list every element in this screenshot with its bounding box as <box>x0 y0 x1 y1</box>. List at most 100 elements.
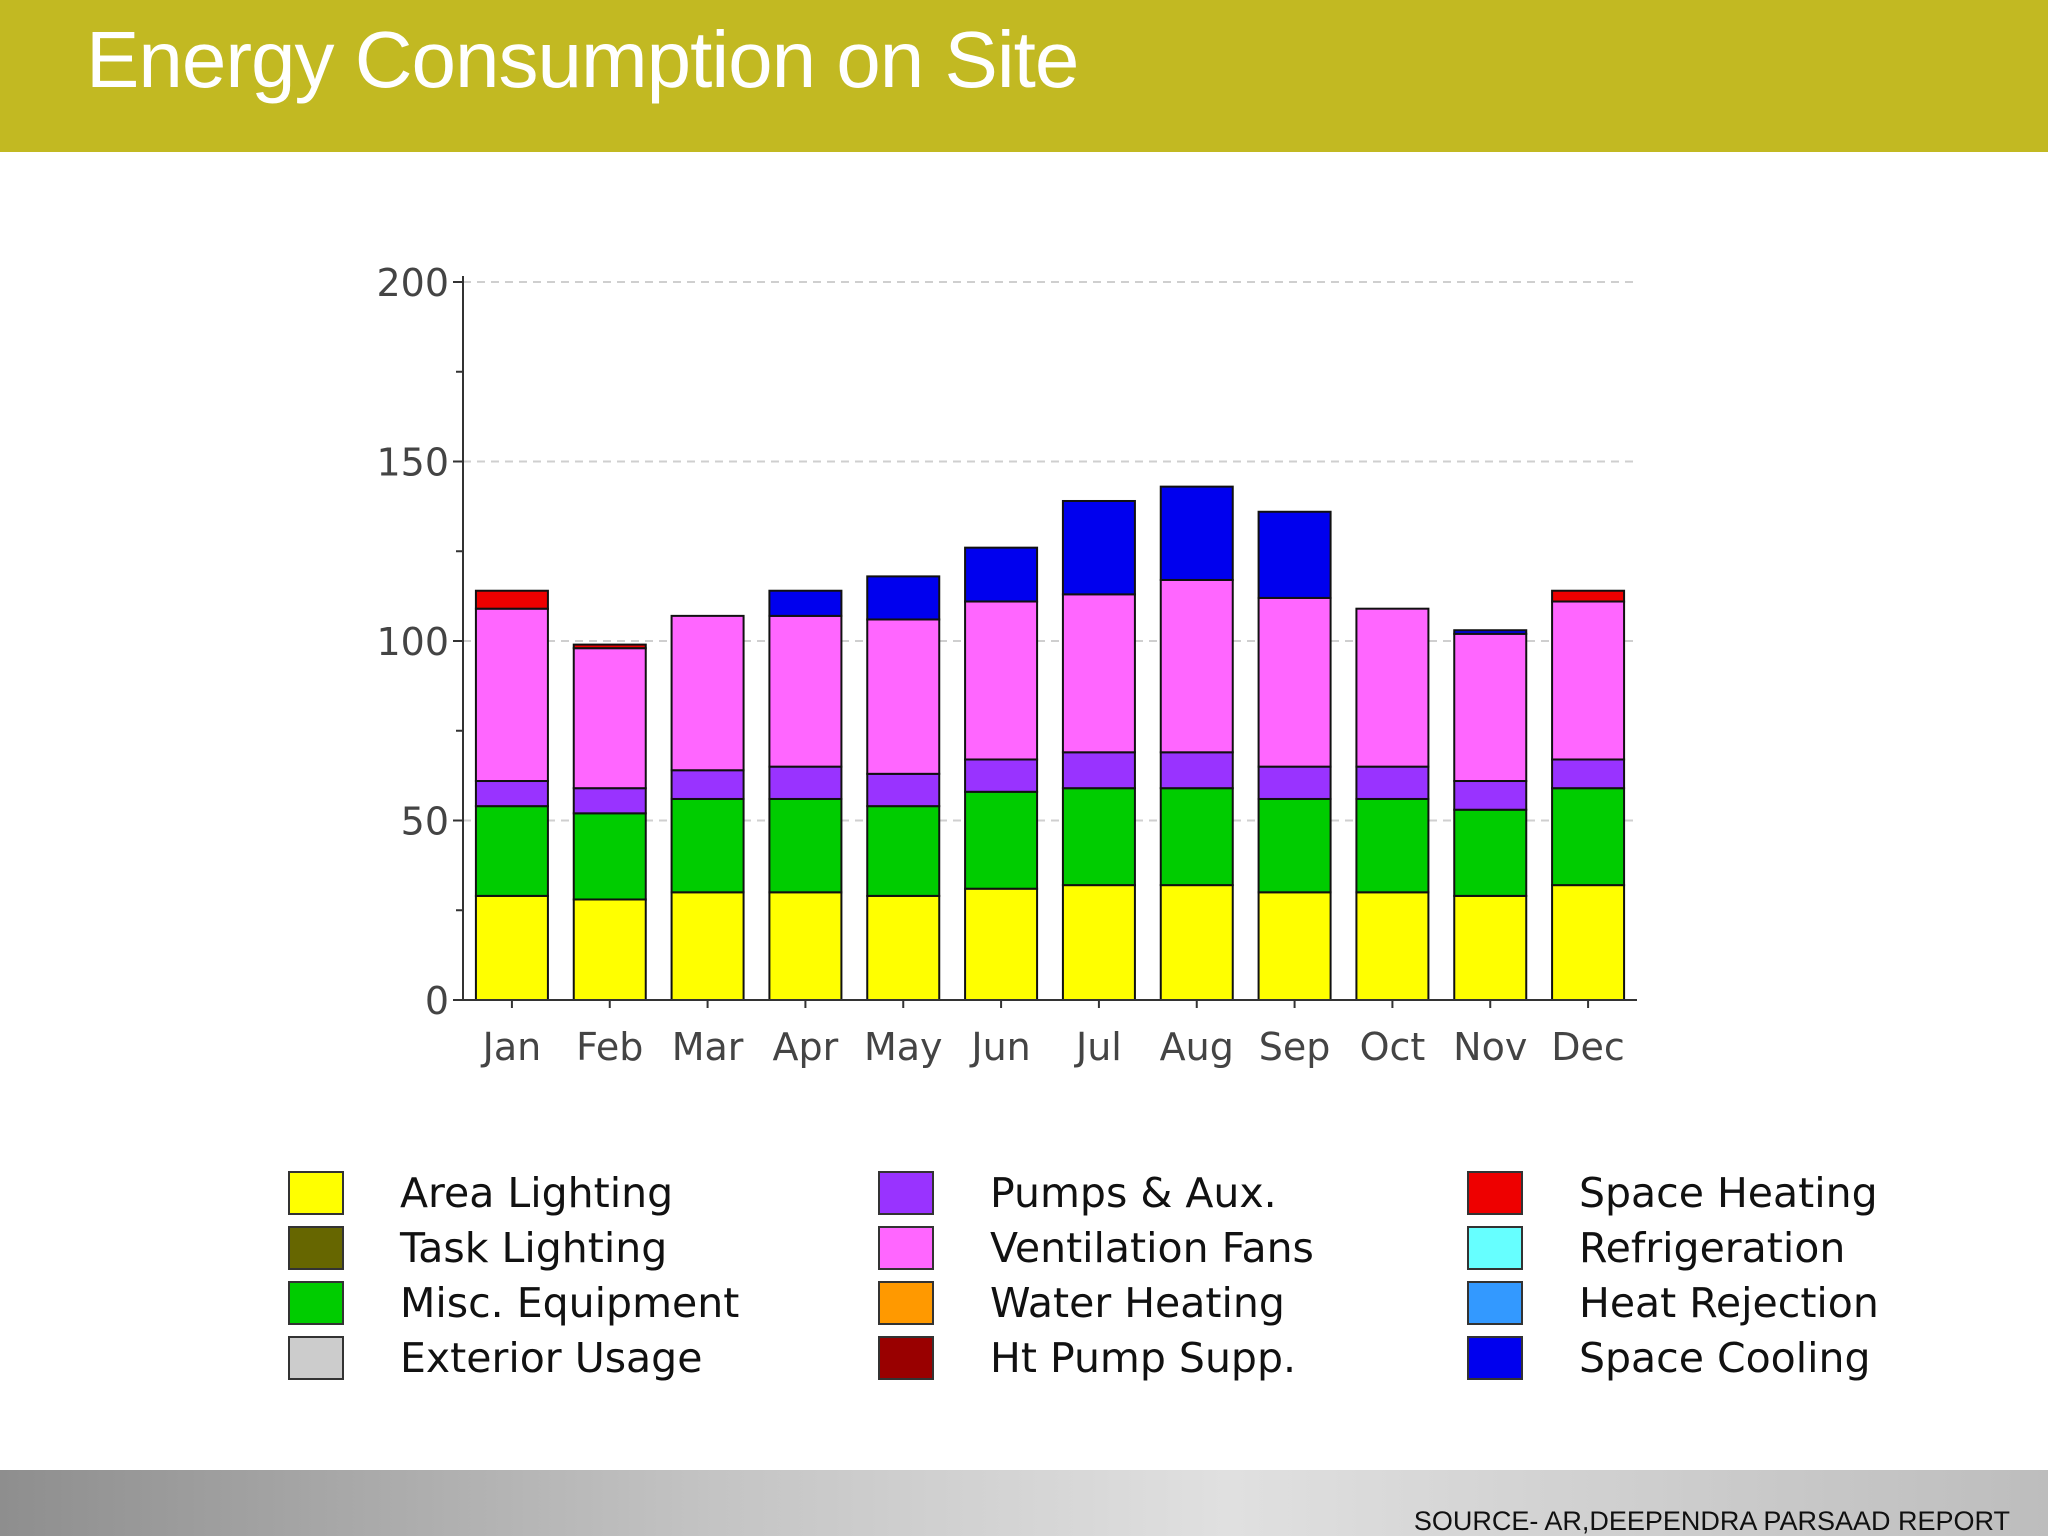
x-tick-label: Nov <box>1453 1025 1527 1069</box>
source-citation: SOURCE- AR,DEEPENDRA PARSAAD REPORT <box>1413 1506 2010 1536</box>
legend-swatch <box>878 1171 934 1215</box>
y-tick-label: 100 <box>376 620 449 664</box>
bar-segment <box>964 546 1039 603</box>
legend-label: Space Cooling <box>1579 1334 1871 1382</box>
legend-label: Task Lighting <box>400 1224 668 1272</box>
legend-swatch <box>878 1226 934 1270</box>
legend-swatch <box>288 1336 344 1380</box>
bar-segment <box>670 769 745 800</box>
bar-segment <box>1551 589 1626 603</box>
bar-segment <box>964 600 1039 761</box>
legend-swatch <box>1467 1281 1523 1325</box>
footer-bar: SOURCE- AR,DEEPENDRA PARSAAD REPORT <box>0 1470 2048 1536</box>
bar-segment <box>866 805 941 897</box>
bar-segment <box>670 891 745 1001</box>
bar-segment <box>1453 808 1528 897</box>
legend-label: Pumps & Aux. <box>990 1169 1277 1217</box>
y-tick-label: 150 <box>376 441 449 485</box>
bar-segment <box>1551 787 1626 887</box>
bar-segment <box>474 607 549 783</box>
x-tick-label: Mar <box>672 1025 744 1069</box>
bar-segment <box>1061 751 1136 790</box>
legend-label: Water Heating <box>990 1279 1285 1327</box>
slide-title: Energy Consumption on Site <box>86 15 1079 104</box>
bar-segment <box>1257 596 1332 768</box>
title-bar: Energy Consumption on Site <box>0 0 2048 152</box>
bar-segment <box>1355 891 1430 1001</box>
bar-segment <box>1061 787 1136 887</box>
legend-swatch <box>288 1281 344 1325</box>
legend-label: Heat Rejection <box>1579 1279 1879 1327</box>
x-tick-label: Jun <box>969 1025 1030 1069</box>
bar-segment <box>1453 780 1528 811</box>
bar-segment <box>572 787 647 815</box>
bar-segment <box>474 780 549 808</box>
bar-segment <box>964 758 1039 793</box>
bar-segment <box>866 772 941 808</box>
x-tick-label: Dec <box>1551 1025 1625 1069</box>
bar-segment <box>1453 894 1528 1002</box>
x-tick-label: Oct <box>1360 1025 1426 1069</box>
bar-segment <box>866 894 941 1002</box>
y-tick-label: 0 <box>425 979 449 1023</box>
bar-segment <box>768 891 843 1001</box>
y-tick-label: 200 <box>376 261 449 305</box>
legend-swatch <box>288 1171 344 1215</box>
legend-swatch <box>1467 1336 1523 1380</box>
x-tick-label: Feb <box>576 1025 643 1069</box>
legend-swatch <box>1467 1171 1523 1215</box>
legend-label: Area Lighting <box>400 1169 674 1217</box>
x-tick-label: Apr <box>773 1025 839 1069</box>
y-tick-label: 50 <box>401 800 449 844</box>
legend-swatch <box>878 1281 934 1325</box>
bar-segment <box>1159 485 1234 581</box>
bar-segment <box>572 647 647 790</box>
x-tick-label: Sep <box>1259 1025 1331 1069</box>
bar-segment <box>572 643 647 650</box>
legend-swatch <box>288 1226 344 1270</box>
x-tick-label: May <box>864 1025 943 1069</box>
x-tick-label: Aug <box>1160 1025 1234 1069</box>
legend-label: Refrigeration <box>1579 1224 1846 1272</box>
bar-segment <box>1257 510 1332 599</box>
bar-segment <box>768 765 843 800</box>
bar-segment <box>964 887 1039 1002</box>
bar-segment <box>1551 758 1626 790</box>
bar-segment <box>866 618 941 775</box>
bar-segment <box>572 898 647 1001</box>
x-tick-label: Jan <box>481 1025 542 1069</box>
bar-segment <box>768 589 843 617</box>
bar-segment <box>964 790 1039 890</box>
x-tick-label: Jul <box>1074 1025 1122 1069</box>
bar-segment <box>1551 600 1626 761</box>
bar-segment <box>474 805 549 897</box>
legend-label: Ventilation Fans <box>990 1224 1314 1272</box>
bar-segment <box>670 797 745 894</box>
bar-segment <box>1159 578 1234 754</box>
bar-segment <box>1453 629 1528 635</box>
bar-segment <box>1159 751 1234 790</box>
bar-segment <box>1257 765 1332 800</box>
bar-segment <box>1355 797 1430 894</box>
bar-segment <box>1061 884 1136 1001</box>
legend-label: Ht Pump Supp. <box>990 1334 1297 1382</box>
bar-segment <box>1453 632 1528 783</box>
bar-segment <box>768 797 843 894</box>
legend-label: Space Heating <box>1579 1169 1878 1217</box>
bar-segment <box>1551 884 1626 1001</box>
bar-segment <box>1257 891 1332 1001</box>
bar-segment <box>670 614 745 772</box>
legend-swatch <box>878 1336 934 1380</box>
bar-segment <box>1355 607 1430 768</box>
bar-segment <box>1061 593 1136 754</box>
legend-swatch <box>1467 1226 1523 1270</box>
legend-label: Misc. Equipment <box>400 1279 740 1327</box>
legend-label: Exterior Usage <box>400 1334 703 1382</box>
bar-segment <box>1061 499 1136 596</box>
bar-segment <box>474 894 549 1002</box>
bar-segment <box>768 614 843 768</box>
bar-segment <box>474 589 549 610</box>
bar-segment <box>1159 884 1234 1001</box>
bar-segment <box>866 575 941 621</box>
